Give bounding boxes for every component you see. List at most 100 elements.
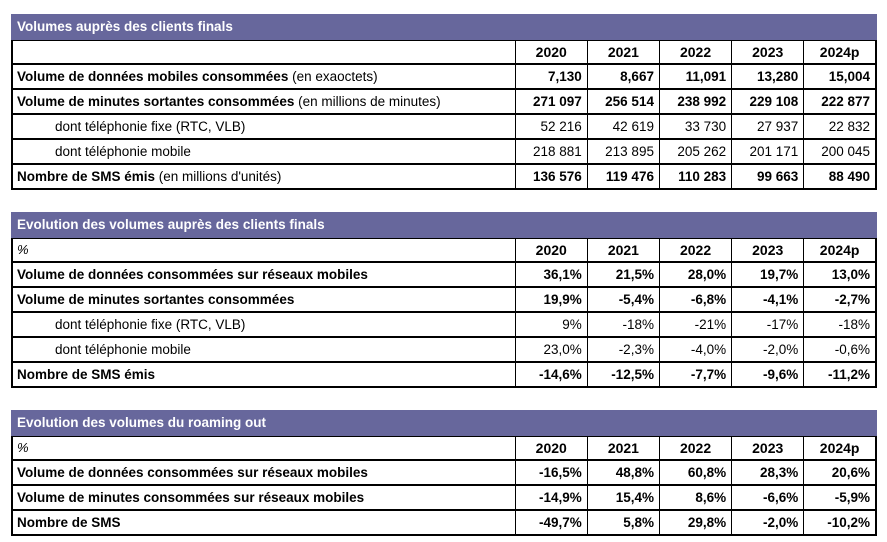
cell-value: 29,8% [658,508,732,535]
cell-value: 8,667 [586,62,660,89]
cell-value: 238 992 [658,87,732,114]
cell-value: -7,7% [658,360,732,387]
cell-value: 119 476 [586,162,660,189]
row-label-suffix: (en millions de minutes) [294,93,441,109]
cell-value: 22 832 [803,112,876,139]
row-label: dont téléphonie fixe (RTC, VLB) [11,112,516,139]
year-header: 2023 [731,436,804,460]
table-row: dont téléphonie mobile 218 881 213 895 2… [11,137,876,164]
row-label: Nombre de SMS émis (en millions d'unités… [11,162,516,189]
cell-value: -2,0% [731,335,804,362]
cell-value: 205 262 [658,137,732,164]
cell-value: 27 937 [731,112,804,139]
table-row: Volume de minutes sortantes consommées 1… [11,285,876,312]
row-label-text: Volume de données consommées sur réseaux… [17,266,368,282]
row-label-text: dont téléphonie fixe (RTC, VLB) [55,316,246,332]
cell-value: -16,5% [514,458,588,485]
cell-value: 88 490 [803,162,876,189]
cell-value: 7,130 [514,62,588,89]
data-table: 2020 2021 2022 2023 2024p Volume de donn… [11,40,877,190]
row-label: Nombre de SMS émis [11,360,516,387]
cell-value: 28,3% [731,458,804,485]
table-row: Volume de données consommées sur réseaux… [11,260,876,287]
table-title: Volumes auprès des clients finals [17,19,233,34]
cell-value: 19,7% [731,260,804,287]
row-label: Volume de données consommées sur réseaux… [11,458,516,485]
cell-value: -17% [731,310,804,337]
year-header: 2020 [514,238,588,262]
cell-value: 11,091 [658,62,732,89]
row-label-text: Volume de minutes sortantes consommées [17,291,295,307]
table-title: Evolution des volumes auprès des clients… [17,217,325,232]
row-label: dont téléphonie mobile [11,335,516,362]
year-header: 2022 [658,436,732,460]
table-row: Volume de minutes sortantes consommées (… [11,87,876,114]
cell-value: 110 283 [658,162,732,189]
cell-value: 213 895 [586,137,660,164]
table-title-band: Evolution des volumes auprès des clients… [11,212,877,238]
year-header: 2024p [803,40,876,64]
row-label-text: dont téléphonie mobile [55,143,191,159]
cell-value: 19,9% [514,285,588,312]
row-label: dont téléphonie fixe (RTC, VLB) [11,310,516,337]
cell-value: -49,7% [514,508,588,535]
table-row: Volume de minutes consommées sur réseaux… [11,483,876,510]
cell-value: -12,5% [586,360,660,387]
table-title-band: Evolution des volumes du roaming out [11,410,877,436]
cell-value: -10,2% [803,508,876,535]
year-header: 2024p [803,436,876,460]
cell-value: -5,4% [586,285,660,312]
table-row: Nombre de SMS émis -14,6% -12,5% -7,7% -… [11,360,876,387]
year-header: 2021 [586,40,660,64]
data-table: % 2020 2021 2022 2023 2024p Volume de do… [11,238,877,388]
table-row: Volume de données consommées sur réseaux… [11,458,876,485]
row-label: dont téléphonie mobile [11,137,516,164]
cell-value: 136 576 [514,162,588,189]
row-label-text: Volume de données mobiles consommées [17,68,289,84]
table-title-band: Volumes auprès des clients finals [11,14,877,40]
year-header: 2023 [731,238,804,262]
cell-value: -14,6% [514,360,588,387]
cell-value: -6,8% [658,285,732,312]
year-header: 2020 [514,436,588,460]
unit-label [11,40,516,64]
row-label: Volume de données consommées sur réseaux… [11,260,516,287]
year-header: 2021 [586,238,660,262]
cell-value: -9,6% [731,360,804,387]
year-header: 2022 [658,40,732,64]
data-table: % 2020 2021 2022 2023 2024p Volume de do… [11,436,877,536]
cell-value: 222 877 [803,87,876,114]
cell-value: 42 619 [586,112,660,139]
row-label: Nombre de SMS [11,508,516,535]
cell-value: 8,6% [658,483,732,510]
year-header-row: % 2020 2021 2022 2023 2024p [11,238,876,262]
cell-value: 60,8% [658,458,732,485]
cell-value: 9% [514,310,588,337]
table-row: Nombre de SMS émis (en millions d'unités… [11,162,876,189]
cell-value: 218 881 [514,137,588,164]
cell-value: 13,280 [731,62,804,89]
cell-value: 229 108 [731,87,804,114]
unit-label: % [11,238,516,262]
row-label-text: Volume de données consommées sur réseaux… [17,464,368,480]
table-evolution-roaming-out: Evolution des volumes du roaming out % 2… [11,410,877,536]
row-label: Volume de minutes consommées sur réseaux… [11,483,516,510]
year-header: 2023 [731,40,804,64]
cell-value: -2,0% [731,508,804,535]
year-header-row: 2020 2021 2022 2023 2024p [11,40,876,64]
row-label: Volume de minutes sortantes consommées (… [11,87,516,114]
cell-value: 201 171 [731,137,804,164]
row-label-text: dont téléphonie mobile [55,341,191,357]
row-label: Volume de minutes sortantes consommées [11,285,516,312]
year-header: 2020 [514,40,588,64]
table-row: dont téléphonie fixe (RTC, VLB) 52 216 4… [11,112,876,139]
year-header: 2024p [803,238,876,262]
table-row: Volume de données mobiles consommées (en… [11,62,876,89]
row-label-text: Volume de minutes sortantes consommées [17,93,295,109]
cell-value: -2,3% [586,335,660,362]
cell-value: 21,5% [586,260,660,287]
cell-value: -4,0% [658,335,732,362]
cell-value: -2,7% [803,285,876,312]
cell-value: -4,1% [731,285,804,312]
cell-value: 13,0% [803,260,876,287]
